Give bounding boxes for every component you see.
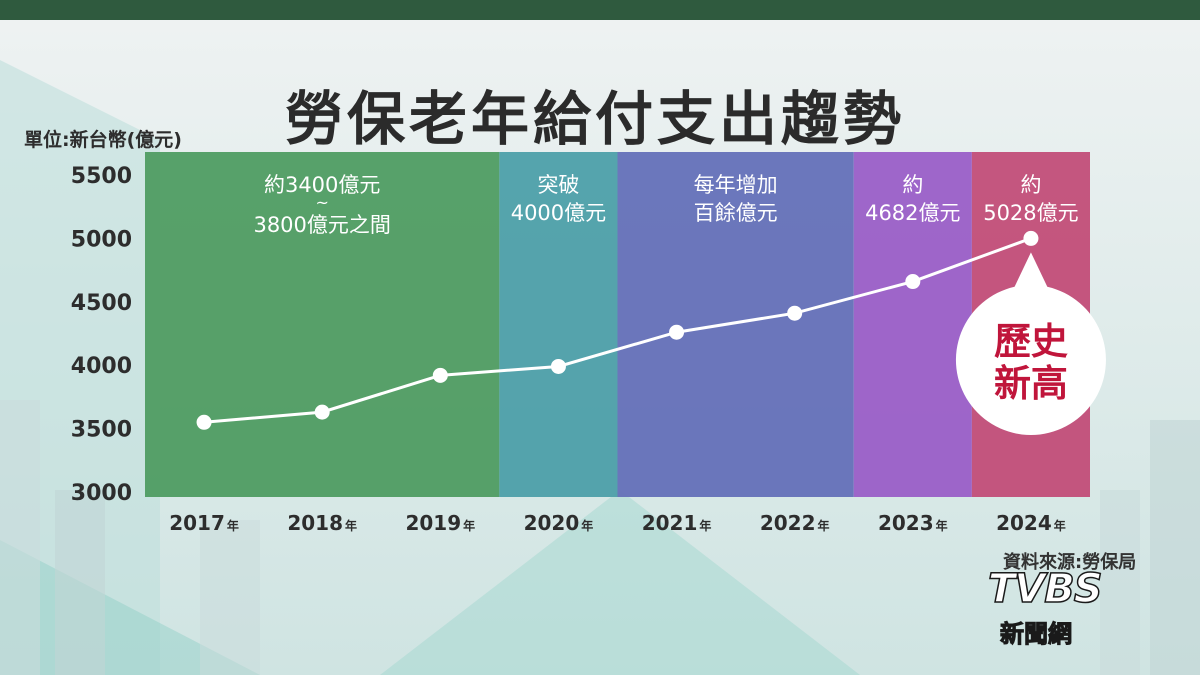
x-tick-label: 2019 年 — [405, 511, 475, 535]
zone-2 — [617, 152, 854, 497]
data-point-2021 — [669, 324, 685, 340]
x-tick-label: 2018 年 — [287, 511, 357, 535]
zone-2-label-1: 百餘億元 — [694, 201, 778, 225]
zone-1 — [499, 152, 618, 497]
zone-0 — [145, 152, 500, 497]
y-tick-label: 5000 — [71, 227, 132, 252]
zone-3-label-0: 約 — [902, 173, 923, 197]
x-tick-label: 2017 年 — [169, 511, 239, 535]
zone-2-label-0: 每年增加 — [694, 173, 778, 197]
badge-text-line2: 新高 — [994, 362, 1068, 405]
data-point-2018 — [314, 404, 330, 420]
logo-sub: 新聞網 — [1000, 620, 1073, 649]
data-point-2024 — [1023, 230, 1039, 246]
y-tick-label: 4500 — [71, 291, 132, 316]
data-point-2020 — [550, 358, 566, 374]
x-tick-label: 2021 年 — [642, 511, 712, 535]
top-bar — [0, 0, 1200, 20]
zone-4-label-1: 5028億元 — [983, 201, 1078, 225]
chart-title: 勞保老年給付支出趨勢 — [284, 85, 905, 153]
data-point-2017 — [196, 414, 212, 430]
zone-0-label-0: 約3400億元 — [264, 173, 380, 197]
zone-0-label-2: 3800億元之間 — [253, 213, 390, 237]
x-tick-label: 2023 年 — [878, 511, 948, 535]
data-point-2019 — [432, 367, 448, 383]
data-point-2023 — [905, 274, 921, 290]
logo-brand: TVBS — [987, 565, 1103, 613]
x-tick-label: 2024 年 — [996, 511, 1066, 535]
x-tick-label: 2020 年 — [524, 511, 594, 535]
zone-0-label-1: ~ — [315, 193, 328, 212]
y-tick-label: 4000 — [71, 354, 132, 379]
y-tick-label: 3000 — [71, 481, 132, 506]
source-label: 資料來源:勞保局 — [1003, 552, 1137, 573]
tvbs-logo: TVBS 新聞網 — [987, 565, 1173, 649]
unit-label: 單位:新台幣(億元) — [24, 129, 182, 151]
zone-1-label-0: 突破 — [537, 173, 579, 197]
zone-4-label-0: 約 — [1020, 173, 1041, 197]
badge-text-line1: 歷史 — [994, 320, 1068, 363]
zone-3-label-1: 4682億元 — [865, 201, 960, 225]
zone-1-label-1: 4000億元 — [511, 201, 606, 225]
record-high-badge: 歷史 新高 — [955, 252, 1106, 435]
y-tick-label: 5500 — [71, 164, 132, 189]
y-tick-label: 3500 — [71, 418, 132, 443]
x-tick-label: 2022 年 — [760, 511, 830, 535]
series-line — [203, 236, 1032, 424]
data-point-2022 — [787, 305, 803, 321]
zone-3 — [853, 152, 972, 497]
